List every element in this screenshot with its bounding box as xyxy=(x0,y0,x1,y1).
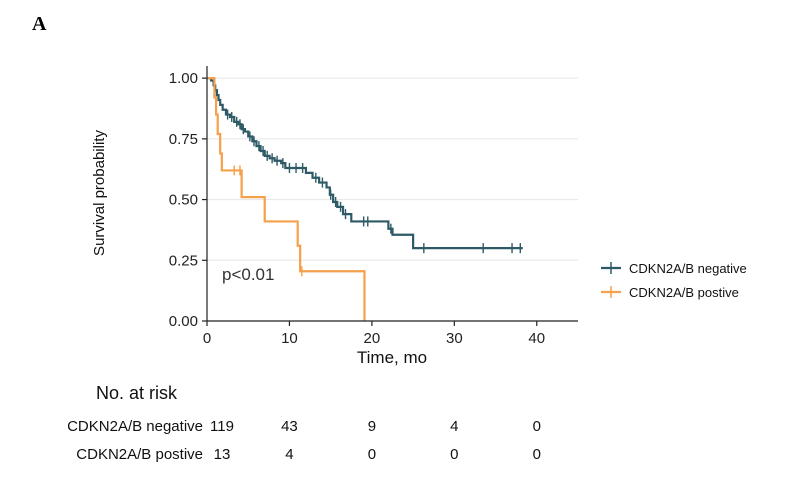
x-tick-label: 10 xyxy=(281,330,298,347)
risk-row-label: CDKN2A/B negative xyxy=(67,418,203,435)
y-tick-label: 1.00 xyxy=(169,70,198,87)
y-tick-label: 0.50 xyxy=(169,192,198,209)
risk-cell: 4 xyxy=(285,446,293,463)
y-tick-label: 0.75 xyxy=(169,131,198,148)
x-tick-label: 30 xyxy=(446,330,463,347)
y-axis-title: Survival probability xyxy=(91,130,108,256)
risk-cell: 0 xyxy=(450,446,458,463)
p-value-annotation: p<0.01 xyxy=(222,265,274,284)
risk-cell: 9 xyxy=(368,418,376,435)
risk-cell: 13 xyxy=(214,446,231,463)
y-axis-ticks: 0.00 0.25 0.50 0.75 1.00 xyxy=(169,70,207,330)
x-axis-title: Time, mo xyxy=(357,348,427,367)
risk-cell: 119 xyxy=(210,418,234,435)
x-tick-label: 40 xyxy=(528,330,545,347)
risk-cell: 0 xyxy=(533,446,541,463)
risk-cell: 0 xyxy=(533,418,541,435)
y-tick-label: 0.25 xyxy=(169,252,198,269)
grid-lines xyxy=(207,77,578,261)
y-tick-label: 0.00 xyxy=(169,313,198,330)
risk-row-label: CDKN2A/B postive xyxy=(76,446,203,463)
legend-label-positive: CDKN2A/B postive xyxy=(629,285,739,300)
x-axis-ticks: 0 10 20 30 40 xyxy=(203,321,545,347)
risk-cell: 4 xyxy=(450,418,458,435)
series-line-negative xyxy=(207,77,523,250)
risk-cell: 0 xyxy=(368,446,376,463)
legend-label-negative: CDKN2A/B negative xyxy=(629,261,747,276)
x-tick-label: 0 xyxy=(203,330,211,347)
risk-table-title: No. at risk xyxy=(96,383,178,403)
risk-cell: 43 xyxy=(281,418,298,435)
x-tick-label: 20 xyxy=(364,330,381,347)
risk-table: CDKN2A/B negative 119 43 9 4 0 CDKN2A/B postiv… xyxy=(67,418,541,463)
series-line-positive xyxy=(207,77,366,321)
panel-letter: A xyxy=(32,13,47,35)
legend: CDKN2A/B negative CDKN2A/B postive xyxy=(601,261,747,300)
censor-marks xyxy=(226,109,521,277)
